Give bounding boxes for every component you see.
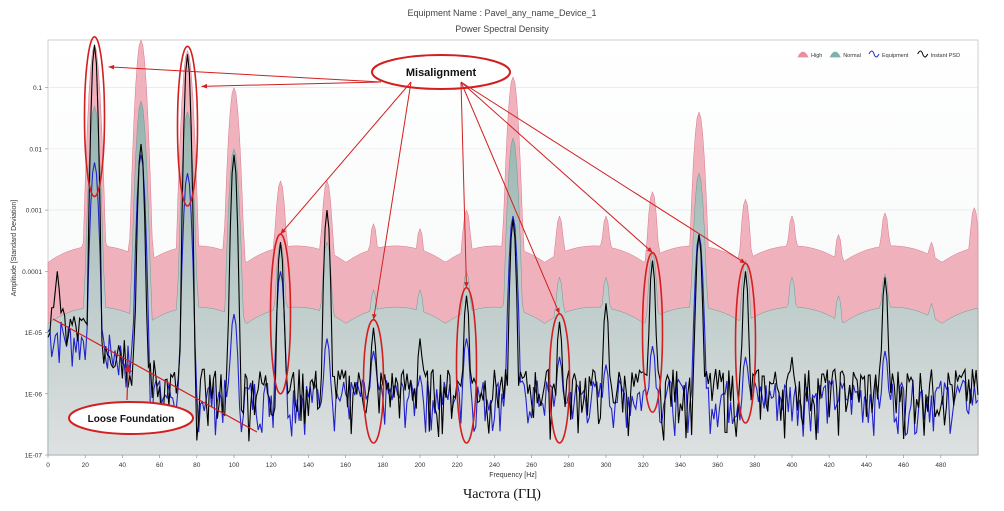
misalignment-arrow (460, 81, 560, 314)
y-tick-label: 1E-07 (25, 453, 43, 460)
loose-foundation-label: Loose Foundation (88, 414, 175, 425)
x-tick-label: 80 (193, 462, 201, 469)
legend-swatch (917, 50, 929, 58)
x-tick-label: 60 (156, 462, 164, 469)
instant-psd-line (47, 44, 979, 442)
legend-swatch (829, 51, 841, 58)
y-tick-label: 1E-06 (25, 391, 43, 398)
chart-title: Equipment Name : Pavel_any_name_Device_1 (407, 8, 597, 18)
y-tick-label: 0.001 (26, 208, 43, 215)
misalignment-arrow (280, 81, 412, 235)
y-axis-label: Amplitude [Standard Deviation] (11, 200, 18, 297)
legend-label: Normal (843, 53, 861, 59)
misalignment-arrowhead (739, 258, 746, 264)
x-tick-label: 260 (526, 462, 537, 469)
normal-area (47, 100, 979, 456)
y-tick-label: 0.1 (33, 85, 42, 92)
misalignment-arrowhead (372, 313, 377, 320)
x-tick-label: 380 (749, 462, 760, 469)
misalignment-label: Misalignment (406, 67, 477, 79)
peak-highlight-ellipse (176, 45, 199, 207)
x-tick-label: 180 (377, 462, 388, 469)
misalignment-arrow (460, 81, 746, 264)
legend-item: Equipment (868, 50, 909, 59)
peak-highlight-ellipse (83, 36, 106, 198)
misalignment-arrowhead (464, 282, 469, 288)
legend-label: Equipment (882, 53, 909, 59)
chart-legend: High Normal Equipment Instant PSD (797, 50, 960, 59)
x-tick-label: 20 (82, 462, 90, 469)
x-tick-label: 400 (787, 462, 798, 469)
x-tick-label: 300 (601, 462, 612, 469)
misalignment-arrow (460, 81, 653, 253)
legend-label: High (811, 53, 822, 59)
x-tick-label: 420 (824, 462, 835, 469)
x-tick-label: 360 (712, 462, 723, 469)
psd-chart: 0 20 40 60 80 100 120 140 160 180 200 220 240 260 280 3… (11, 36, 979, 479)
misalignment-arrow (201, 81, 382, 87)
misalignment-arrowhead (108, 64, 115, 70)
x-tick-label: 140 (303, 462, 314, 469)
legend-item: Normal (829, 51, 861, 59)
legend-swatch (797, 51, 809, 58)
x-tick-label: 280 (563, 462, 574, 469)
x-tick-label: 340 (675, 462, 686, 469)
x-tick-label: 460 (898, 462, 909, 469)
legend-item: High (797, 51, 822, 59)
x-tick-label: 220 (452, 462, 463, 469)
loose-foundation-trend-line (52, 318, 258, 433)
misalignment-arrowhead (646, 247, 653, 253)
x-tick-label: 0 (46, 462, 50, 469)
x-tick-label: 240 (489, 462, 500, 469)
misalignment-arrowhead (555, 307, 560, 314)
x-tick-label: 100 (229, 462, 240, 469)
legend-item: Instant PSD (917, 50, 960, 59)
misalignment-arrowhead (280, 228, 286, 235)
x-tick-label: 160 (340, 462, 351, 469)
x-tick-label: 40 (119, 462, 127, 469)
legend-swatch (868, 50, 880, 58)
figure-caption: Частота (ГЦ) (463, 487, 541, 502)
equipment-line (47, 154, 979, 437)
y-tick-label: 0.01 (29, 146, 42, 153)
y-tick-label: 1E-05 (25, 330, 43, 337)
loose-foundation-arrowhead (124, 364, 132, 372)
loose-foundation-arrow (126, 367, 129, 401)
chart-subtitle: Power Spectral Density (455, 24, 549, 34)
loose-foundation-label-ellipse (68, 401, 194, 435)
x-tick-label: 480 (935, 462, 946, 469)
misalignment-arrow (460, 81, 467, 288)
x-tick-label: 200 (415, 462, 426, 469)
peak-highlight-ellipse (641, 251, 664, 414)
x-axis-label: Frequency [Hz] (489, 472, 537, 479)
misalignment-arrow (373, 81, 412, 320)
x-tick-label: 120 (266, 462, 277, 469)
y-tick-label: 0.0001 (22, 269, 42, 276)
misalignment-arrow (108, 66, 382, 83)
legend-label: Instant PSD (931, 53, 960, 59)
misalignment-arrowhead (201, 83, 208, 89)
x-tick-label: 320 (638, 462, 649, 469)
x-tick-label: 440 (861, 462, 872, 469)
misalignment-label-ellipse (371, 54, 511, 90)
